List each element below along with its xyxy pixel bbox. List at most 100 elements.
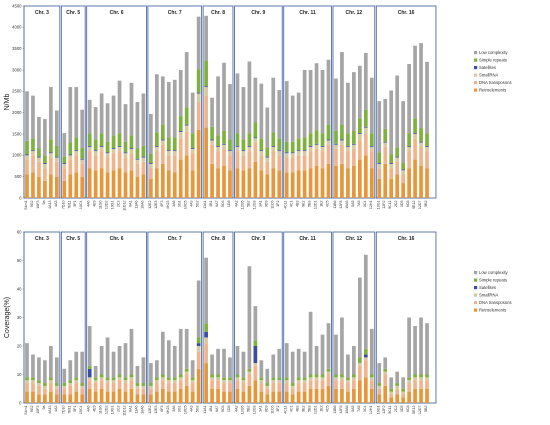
bar-segment-dna-transposons xyxy=(296,383,301,392)
bar-segment-retroelements xyxy=(135,394,140,403)
bar-segment-low-complexity xyxy=(37,357,41,381)
bar-segment-low-complexity xyxy=(235,346,240,375)
bar-segment-smallrna xyxy=(43,385,47,389)
bar-segment-dna-transposons xyxy=(210,144,214,164)
bar-segment-retroelements xyxy=(166,170,171,198)
bar-segment-smallrna xyxy=(369,146,374,152)
bar-segment-retroelements xyxy=(290,394,295,403)
bar-segment-dna-transposons xyxy=(37,385,41,395)
bar-segment-simple-repeats xyxy=(363,109,368,127)
bar-segment-dna-transposons xyxy=(178,380,183,389)
bar-segment-smallrna xyxy=(117,146,122,152)
bar-segment-simple-repeats xyxy=(389,154,394,164)
category-label: 4C11 xyxy=(284,201,288,209)
bar-segment-low-complexity xyxy=(68,87,73,143)
category-label: 1D8 xyxy=(227,405,231,412)
bar-segment-simple-repeats xyxy=(383,368,388,372)
bar-segment-dna-transposons xyxy=(141,161,146,175)
legend-swatch-satellites xyxy=(474,286,478,290)
bar-segment-smallrna xyxy=(401,170,405,175)
bar-segment-smallrna xyxy=(54,157,59,162)
bar-segment-simple-repeats xyxy=(210,374,214,378)
group-label-chr-11: Chr. 11 xyxy=(299,236,316,242)
bar-segment-satellites xyxy=(204,331,208,338)
category-label: 12G5 xyxy=(240,201,244,210)
bar-segment-smallrna xyxy=(395,157,400,162)
bar-segment-smallrna xyxy=(74,151,79,156)
bar-segment-satellites xyxy=(290,152,295,154)
bar-segment-satellites xyxy=(149,163,153,164)
bar-segment-low-complexity xyxy=(296,348,301,378)
y-tick-label: 30 xyxy=(17,315,22,320)
bar-segment-smallrna xyxy=(320,377,325,381)
bar-segment-simple-repeats xyxy=(357,118,362,134)
category-label: 6A7 xyxy=(215,201,219,207)
category-label: 12G5 xyxy=(240,406,244,415)
bar-segment-retroelements xyxy=(43,180,47,198)
bar-segment-smallrna xyxy=(105,380,110,384)
bar-segment-simple-repeats xyxy=(377,383,382,386)
bar-segment-retroelements xyxy=(308,388,313,403)
category-label: 5C6 xyxy=(221,200,225,207)
bar-segment-simple-repeats xyxy=(123,377,128,381)
bar-segment-satellites xyxy=(105,152,110,154)
category-label: 12G3 xyxy=(252,406,256,415)
bar-segment-simple-repeats xyxy=(105,141,110,153)
bar-segment-satellites xyxy=(296,150,301,152)
y-tick-label: 50 xyxy=(17,258,22,263)
bar-segment-satellites xyxy=(235,145,240,147)
category-label: 2C2 xyxy=(117,200,121,207)
bar-segment-low-complexity xyxy=(222,62,226,132)
bar-segment-retroelements xyxy=(407,168,411,198)
bar-segment-dna-transposons xyxy=(129,153,134,171)
bar-segment-simple-repeats xyxy=(129,135,134,149)
bar-segment-smallrna xyxy=(308,146,313,152)
bar-segment-satellites xyxy=(111,148,116,149)
bar-segment-low-complexity xyxy=(37,116,41,149)
bar-segment-retroelements xyxy=(190,391,195,403)
category-label: 7B11 xyxy=(67,406,71,414)
bar-segment-simple-repeats xyxy=(149,383,153,386)
bar-segment-smallrna xyxy=(204,87,208,96)
bar-segment-low-complexity xyxy=(308,70,313,134)
bar-segment-low-complexity xyxy=(172,346,177,378)
bar-segment-retroelements xyxy=(265,174,270,198)
bar-segment-satellites xyxy=(253,137,258,139)
bar-segment-smallrna xyxy=(377,385,382,389)
bar-segment-dna-transposons xyxy=(277,383,282,392)
bar-segment-smallrna xyxy=(178,377,183,381)
group-frame-chr-11 xyxy=(283,5,332,199)
bar-segment-dna-transposons xyxy=(141,388,146,395)
category-label: 7B11 xyxy=(67,201,71,209)
bar-segment-retroelements xyxy=(43,394,47,403)
legend-label-satellites: Satellites xyxy=(479,285,496,290)
bar-segment-retroelements xyxy=(302,170,307,198)
bar-segment-dna-transposons xyxy=(241,155,246,171)
bar-segment-smallrna xyxy=(302,151,307,156)
bar-segment-low-complexity xyxy=(190,92,195,134)
bar-segment-simple-repeats xyxy=(302,137,307,151)
bar-segment-simple-repeats xyxy=(277,377,282,381)
category-label: 12G3 xyxy=(252,201,256,210)
bar-segment-retroelements xyxy=(271,391,276,403)
bar-segment-simple-repeats xyxy=(253,122,258,138)
bar-segment-simple-repeats xyxy=(425,133,429,146)
bar-segment-smallrna xyxy=(340,140,344,145)
bar-segment-retroelements xyxy=(302,391,307,403)
bar-segment-simple-repeats xyxy=(37,148,41,157)
bar-segment-low-complexity xyxy=(425,323,429,375)
y-tick-label: 0 xyxy=(19,195,22,200)
bar-segment-low-complexity xyxy=(93,107,98,140)
bar-segment-simple-repeats xyxy=(117,374,122,378)
bar-segment-retroelements xyxy=(123,391,128,403)
bar-segment-simple-repeats xyxy=(210,126,214,140)
bar-segment-dna-transposons xyxy=(395,161,400,175)
bar-segment-dna-transposons xyxy=(352,380,356,389)
category-label: 4C11 xyxy=(284,406,288,414)
bar-segment-retroelements xyxy=(284,172,289,198)
bar-segment-retroelements xyxy=(154,391,159,403)
bar-segment-simple-repeats xyxy=(222,131,226,144)
bar-segment-smallrna xyxy=(253,138,258,143)
category-label: 10A6 xyxy=(345,406,349,414)
category-label: 4A13 xyxy=(48,406,52,414)
